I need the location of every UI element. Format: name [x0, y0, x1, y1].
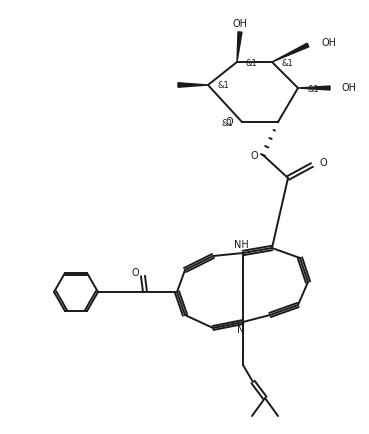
Text: NH: NH [234, 240, 248, 250]
Text: &1: &1 [217, 82, 229, 91]
Polygon shape [272, 43, 309, 62]
Text: O: O [250, 151, 258, 161]
Polygon shape [237, 32, 242, 62]
Polygon shape [298, 86, 330, 90]
Text: OH: OH [232, 19, 248, 29]
Polygon shape [178, 83, 208, 87]
Text: N: N [237, 325, 245, 335]
Text: &1: &1 [281, 59, 293, 68]
Text: &1: &1 [246, 59, 258, 68]
Text: O: O [320, 158, 328, 168]
Text: OH: OH [322, 38, 337, 48]
Text: &1: &1 [307, 85, 319, 95]
Text: O: O [225, 117, 233, 127]
Text: O: O [131, 268, 139, 278]
Text: &1: &1 [221, 119, 233, 128]
Text: OH: OH [342, 83, 357, 93]
